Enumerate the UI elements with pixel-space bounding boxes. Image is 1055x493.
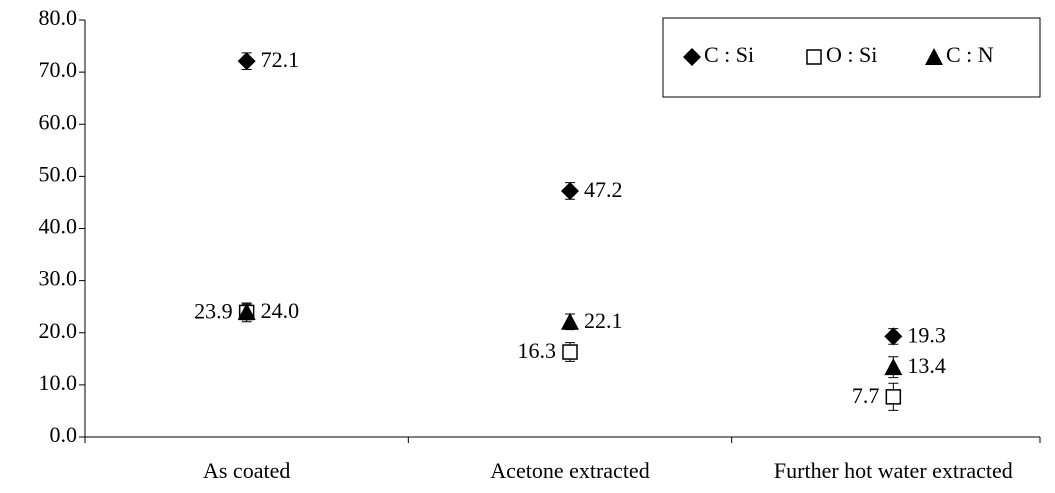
x-tick-label: As coated xyxy=(203,458,290,483)
point xyxy=(562,344,578,360)
x-tick-label: Further hot water extracted xyxy=(774,458,1013,483)
legend-label: C : Si xyxy=(704,42,754,67)
legend-box xyxy=(662,17,1041,98)
value-label: 23.9 xyxy=(194,298,233,323)
point xyxy=(561,181,579,200)
point xyxy=(884,358,903,376)
value-label: 7.7 xyxy=(852,383,880,408)
point xyxy=(885,389,902,405)
y-tick-label: 50.0 xyxy=(39,161,78,186)
point xyxy=(237,302,256,320)
y-tick-label: 60.0 xyxy=(39,109,78,134)
legend-marker xyxy=(806,49,822,65)
value-label: 22.1 xyxy=(584,308,623,333)
legend-label: C : N xyxy=(946,42,994,67)
legend-label: O : Si xyxy=(826,42,877,67)
y-tick-label: 70.0 xyxy=(39,57,78,82)
point xyxy=(237,52,256,71)
value-label: 24.0 xyxy=(261,298,300,323)
value-label: 13.4 xyxy=(907,353,946,378)
x-tick-label: Acetone extracted xyxy=(490,458,649,483)
y-tick-label: 80.0 xyxy=(39,5,78,30)
y-tick-label: 10.0 xyxy=(39,370,78,395)
y-tick-label: 0.0 xyxy=(50,422,78,447)
legend-marker xyxy=(683,48,701,66)
y-tick-label: 30.0 xyxy=(39,266,78,291)
value-label: 16.3 xyxy=(518,338,557,363)
y-tick-label: 40.0 xyxy=(39,214,78,239)
point xyxy=(561,312,579,330)
value-label: 19.3 xyxy=(907,322,946,347)
point xyxy=(884,327,903,346)
y-tick-label: 20.0 xyxy=(39,318,78,343)
value-label: 72.1 xyxy=(261,47,300,72)
legend-marker xyxy=(925,48,943,65)
value-label: 47.2 xyxy=(584,177,623,202)
